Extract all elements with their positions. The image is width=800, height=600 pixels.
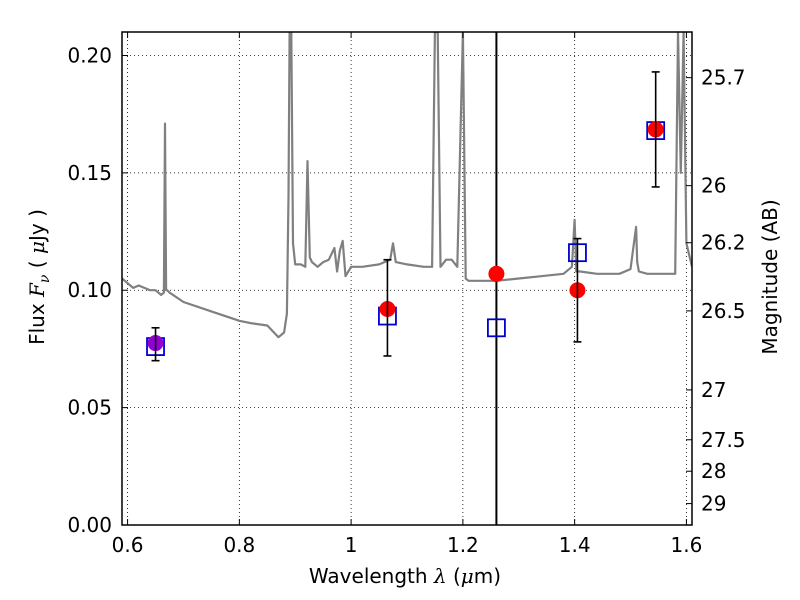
y2-tick-label: 27.5 bbox=[701, 428, 746, 452]
x-tick-label: 1 bbox=[345, 533, 358, 557]
model-spectrum-line bbox=[122, 32, 692, 339]
x-tick-label: 1.6 bbox=[671, 533, 703, 557]
y2-tick-label: 26.5 bbox=[701, 299, 746, 323]
y-axis-label-f: F bbox=[25, 282, 49, 298]
x-tick-label: 0.6 bbox=[112, 533, 144, 557]
model-square-marker bbox=[487, 318, 506, 338]
y2-tick-label: 25.7 bbox=[701, 66, 746, 90]
x-axis-label: Wavelength λ (μm) bbox=[309, 564, 501, 588]
y-axis-label-text: Flux bbox=[25, 297, 49, 345]
grid-lines bbox=[122, 32, 692, 526]
observed-point-marker bbox=[488, 265, 505, 282]
y2-tick-label: 27 bbox=[701, 378, 726, 402]
plot-frame bbox=[121, 31, 693, 526]
x-tick-label: 1.2 bbox=[447, 533, 479, 557]
y2-axis-label: Magnitude (AB) bbox=[758, 199, 782, 354]
y-tick-label: 0.00 bbox=[67, 513, 112, 537]
x-tick-label: 1.4 bbox=[559, 533, 591, 557]
y2-tick-label: 29 bbox=[701, 492, 726, 516]
x-tick-label: 0.8 bbox=[223, 533, 255, 557]
y2-tick-label: 28 bbox=[701, 459, 726, 483]
y-tick-label: 0.10 bbox=[67, 278, 112, 302]
y-axis-label-mu: μ bbox=[25, 241, 49, 254]
y-axis-label-open: ( bbox=[25, 254, 49, 275]
y-tick-label: 0.20 bbox=[67, 43, 112, 67]
y-axis-label-nu: ν bbox=[37, 274, 53, 283]
y2-tick-label: 26 bbox=[701, 174, 726, 198]
x-axis-label-unit: m) bbox=[474, 564, 501, 588]
axis-ticks bbox=[122, 32, 692, 526]
x-axis-label-open: ( bbox=[447, 564, 461, 588]
x-axis-label-lambda: λ bbox=[433, 564, 447, 588]
y-axis-label-unit: Jy ) bbox=[25, 209, 49, 243]
y2-tick-label: 26.2 bbox=[701, 231, 746, 255]
y-axis-label: Flux Fν ( μJy ) bbox=[25, 209, 53, 345]
plot-area bbox=[122, 32, 692, 525]
y-tick-label: 0.05 bbox=[67, 396, 112, 420]
axis-labels: 0.6 0.8 1 1.2 1.4 1.6 0.00 0.05 0.10 0.15 0.20 25.7… bbox=[67, 43, 745, 557]
y-tick-label: 0.15 bbox=[67, 161, 112, 185]
x-axis-label-mu: μ bbox=[461, 564, 474, 588]
x-axis-label-text: Wavelength bbox=[309, 564, 434, 588]
